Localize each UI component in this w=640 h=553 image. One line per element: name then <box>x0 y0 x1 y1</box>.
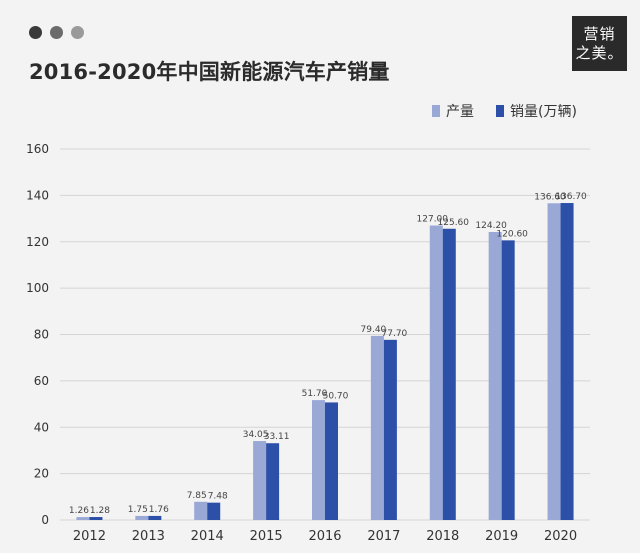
data-label-production: 34.05 <box>243 430 269 440</box>
window-dot-mid <box>50 26 63 39</box>
data-label-production: 79.40 <box>361 325 387 335</box>
y-tick-label: 0 <box>41 513 49 527</box>
data-label-sales: 120.60 <box>496 229 528 239</box>
legend-item-sales: 销量(万辆) <box>496 101 577 121</box>
bar-production <box>194 501 208 520</box>
x-tick-label: 2012 <box>73 529 106 544</box>
bar-sales <box>383 339 397 520</box>
bar-production <box>547 203 561 521</box>
chart-legend: 产量 销量(万辆) <box>432 101 577 121</box>
bar-sales <box>266 443 280 520</box>
data-label-sales: 7.48 <box>208 492 228 502</box>
bar-production <box>370 335 384 520</box>
brand-logo: 营销 之美。 <box>572 16 627 71</box>
y-tick-label: 20 <box>34 467 49 481</box>
bar-sales <box>325 402 338 520</box>
bar-production <box>253 441 267 520</box>
data-label-production: 1.26 <box>69 506 89 516</box>
data-label-sales: 50.70 <box>323 391 349 401</box>
bar-sales <box>442 228 456 520</box>
window-controls <box>29 26 84 39</box>
window-dot-dark <box>29 26 42 39</box>
y-tick-label: 100 <box>26 281 49 295</box>
data-label-sales: 125.60 <box>438 218 470 228</box>
bar-sales <box>207 502 221 520</box>
data-label-production: 124.20 <box>475 221 507 231</box>
data-label-production: 7.85 <box>187 491 207 501</box>
logo-line-2: 之美。 <box>575 43 624 62</box>
data-label-production: 136.60 <box>534 192 566 202</box>
y-tick-label: 120 <box>26 235 49 249</box>
y-tick-label: 140 <box>26 188 49 202</box>
bar-sales <box>501 240 515 520</box>
chart-title: 2016-2020年中国新能源汽车产销量 <box>29 60 390 84</box>
x-tick-label: 2014 <box>191 529 224 544</box>
legend-label-production: 产量 <box>446 104 474 120</box>
legend-swatch-sales <box>496 105 504 117</box>
x-tick-label: 2016 <box>308 529 341 544</box>
data-label-sales: 1.28 <box>90 506 110 516</box>
x-tick-label: 2015 <box>250 529 283 544</box>
bar-production <box>488 232 502 521</box>
data-label-production: 1.75 <box>128 505 148 515</box>
y-tick-label: 160 <box>26 142 49 156</box>
data-label-sales: 1.76 <box>149 505 169 515</box>
y-tick-label: 60 <box>34 374 49 388</box>
legend-swatch-production <box>432 105 440 117</box>
window-dot-light <box>71 26 84 39</box>
bar-sales <box>89 517 103 520</box>
y-tick-label: 40 <box>34 420 49 434</box>
bar-production <box>135 515 149 520</box>
logo-line-1: 营销 <box>583 24 616 43</box>
bar-production <box>76 517 90 520</box>
data-label-sales: 136.70 <box>555 192 587 202</box>
legend-label-sales: 销量(万辆) <box>510 104 577 120</box>
x-tick-label: 2019 <box>485 529 518 544</box>
x-tick-label: 2020 <box>544 529 577 544</box>
data-label-sales: 33.11 <box>264 432 290 442</box>
bar-sales <box>148 515 162 520</box>
x-tick-label: 2013 <box>132 529 165 544</box>
data-label-sales: 77.70 <box>382 329 408 339</box>
x-tick-label: 2018 <box>426 529 459 544</box>
data-label-production: 127.00 <box>417 215 449 225</box>
bar-production <box>312 400 325 520</box>
x-tick-label: 2017 <box>367 529 400 544</box>
bar-sales <box>560 203 574 521</box>
bar-production <box>429 225 443 521</box>
legend-item-production: 产量 <box>432 101 474 121</box>
y-tick-label: 80 <box>34 328 49 342</box>
data-label-production: 51.70 <box>302 389 328 399</box>
